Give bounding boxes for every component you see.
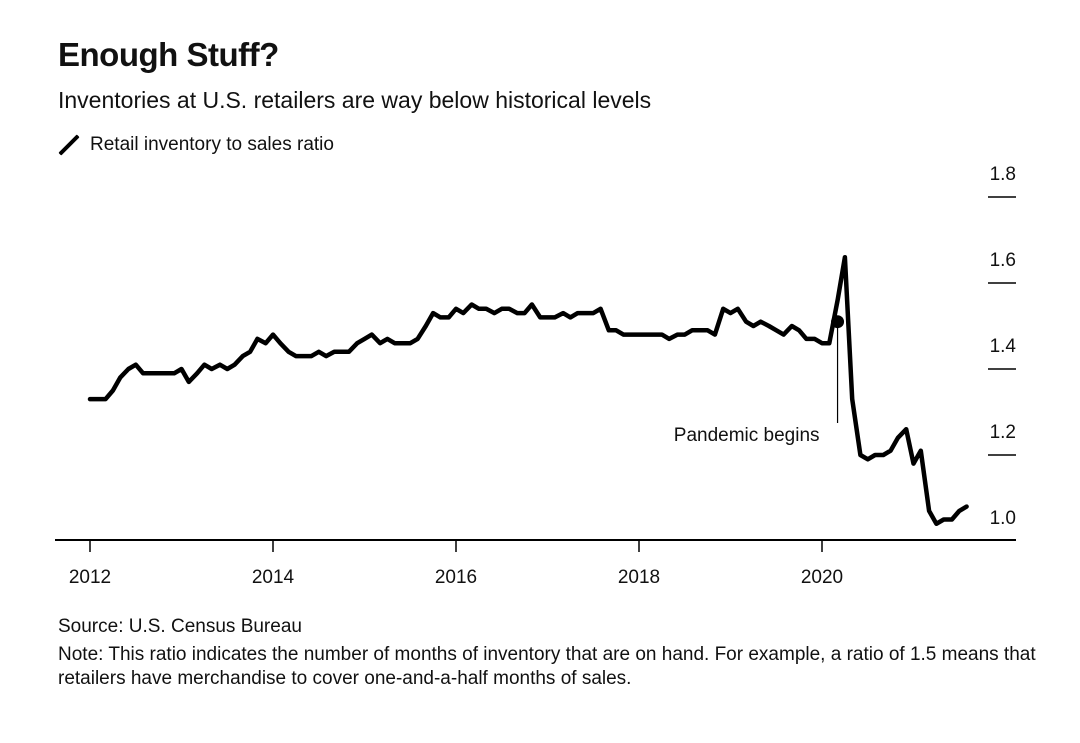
legend-label: Retail inventory to sales ratio xyxy=(90,134,334,155)
y-tick-label: 1.6 xyxy=(990,250,1016,271)
chart-title: Enough Stuff? xyxy=(58,36,279,73)
chart-subtitle: Inventories at U.S. retailers are way be… xyxy=(58,87,652,113)
y-tick-label: 1.4 xyxy=(990,336,1017,357)
note-text: Note: This ratio indicates the number of… xyxy=(58,644,1036,689)
y-tick-label: 1.0 xyxy=(990,508,1016,529)
y-tick-label: 1.8 xyxy=(990,164,1016,185)
series-line xyxy=(87,254,969,527)
x-tick-label: 2016 xyxy=(435,567,477,588)
x-tick-label: 2014 xyxy=(252,567,295,588)
x-tick-label: 2020 xyxy=(801,567,843,588)
x-tick-label: 2018 xyxy=(618,567,660,588)
y-tick-label: 1.2 xyxy=(990,422,1016,443)
annotation-marker xyxy=(831,315,845,329)
annotation-label: Pandemic begins xyxy=(674,425,820,446)
source-text: Source: U.S. Census Bureau xyxy=(58,616,302,637)
x-tick-label: 2012 xyxy=(69,567,111,588)
legend: Retail inventory to sales ratio xyxy=(58,134,334,156)
